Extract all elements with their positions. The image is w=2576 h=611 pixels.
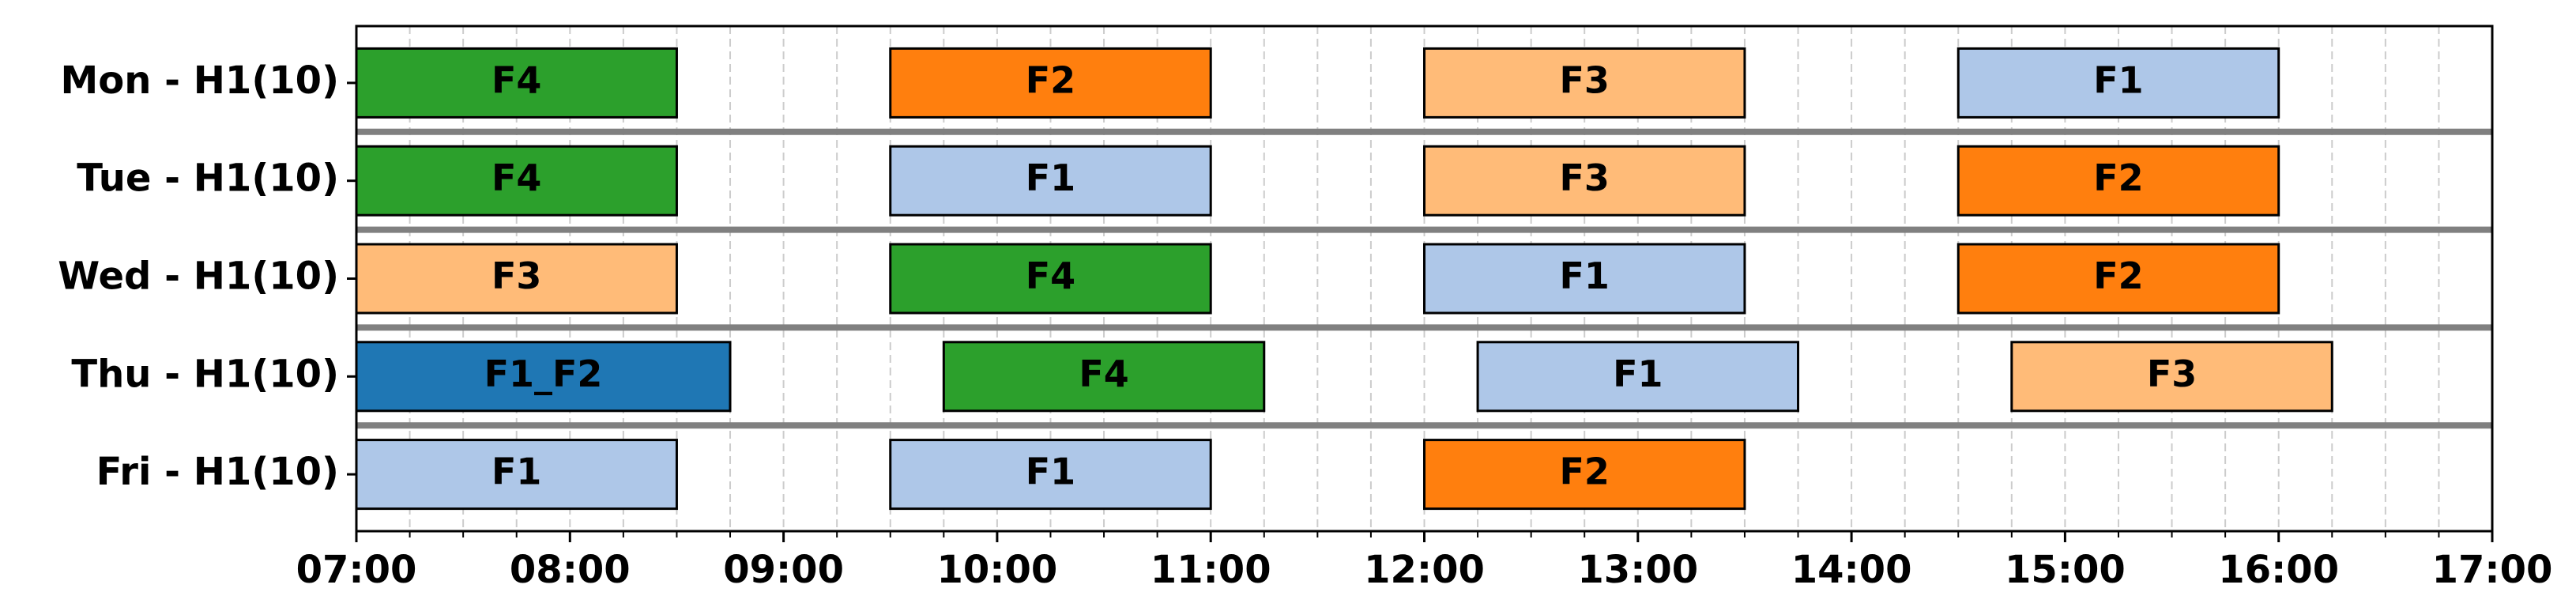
y-tick-label: Fri - H1(10): [96, 450, 339, 494]
task-label: F1_F2: [484, 353, 603, 395]
x-tick-label: 09:00: [723, 548, 844, 592]
task-bar: [1956, 145, 2280, 217]
x-tick-label: 08:00: [510, 548, 631, 592]
task-bar: [889, 439, 1212, 511]
task-bar: [355, 341, 732, 413]
task-bar: [889, 145, 1212, 217]
x-tick-label: 11:00: [1151, 548, 1271, 592]
task-label: F4: [1079, 353, 1128, 395]
task-label: F2: [1560, 451, 1610, 493]
x-tick-label: 16:00: [2218, 548, 2339, 592]
task-bar: [1956, 243, 2280, 315]
x-tick-label: 10:00: [937, 548, 1058, 592]
task-label: F1: [491, 451, 541, 493]
task-label: F1: [1026, 451, 1075, 493]
task-label: F4: [491, 157, 541, 199]
task-bar: [1956, 47, 2280, 119]
task-label: F3: [1560, 157, 1610, 199]
x-tick-label: 17:00: [2432, 548, 2553, 592]
task-label: F2: [1026, 58, 1075, 101]
task-label: F4: [491, 58, 541, 101]
task-bar: [942, 341, 1266, 413]
task-label: F1: [2093, 58, 2143, 101]
task-bar: [2010, 341, 2333, 413]
task-bar: [355, 47, 678, 119]
task-label: F1: [1613, 353, 1663, 395]
task-label: F3: [1560, 58, 1610, 101]
y-tick-label: Wed - H1(10): [58, 255, 339, 299]
task-bar: [1423, 243, 1746, 315]
task-bar: [355, 439, 678, 511]
task-bar: [1423, 145, 1746, 217]
plot-frame: [355, 25, 2494, 533]
x-tick-label: 12:00: [1364, 548, 1485, 592]
task-label: F2: [2093, 255, 2143, 297]
task-bar: [889, 243, 1212, 315]
task-label: F3: [2147, 353, 2197, 395]
task-bar: [1476, 341, 1800, 413]
x-tick-label: 14:00: [1791, 548, 1912, 592]
task-bar: [889, 47, 1212, 119]
task-label: F4: [1026, 255, 1075, 297]
y-tick-label: Mon - H1(10): [61, 58, 340, 103]
task-label: F1: [1026, 157, 1075, 199]
y-tick-label: Tue - H1(10): [77, 157, 339, 201]
task-bar: [355, 243, 678, 315]
task-label: F3: [491, 255, 541, 297]
task-label: F2: [2093, 157, 2143, 199]
task-bar: [1423, 47, 1746, 119]
x-tick-label: 15:00: [2005, 548, 2126, 592]
task-label: F1: [1560, 255, 1610, 297]
x-tick-label: 13:00: [1577, 548, 1698, 592]
x-tick-label: 07:00: [296, 548, 417, 592]
y-tick-label: Thu - H1(10): [71, 352, 339, 396]
task-bar: [1423, 439, 1746, 511]
